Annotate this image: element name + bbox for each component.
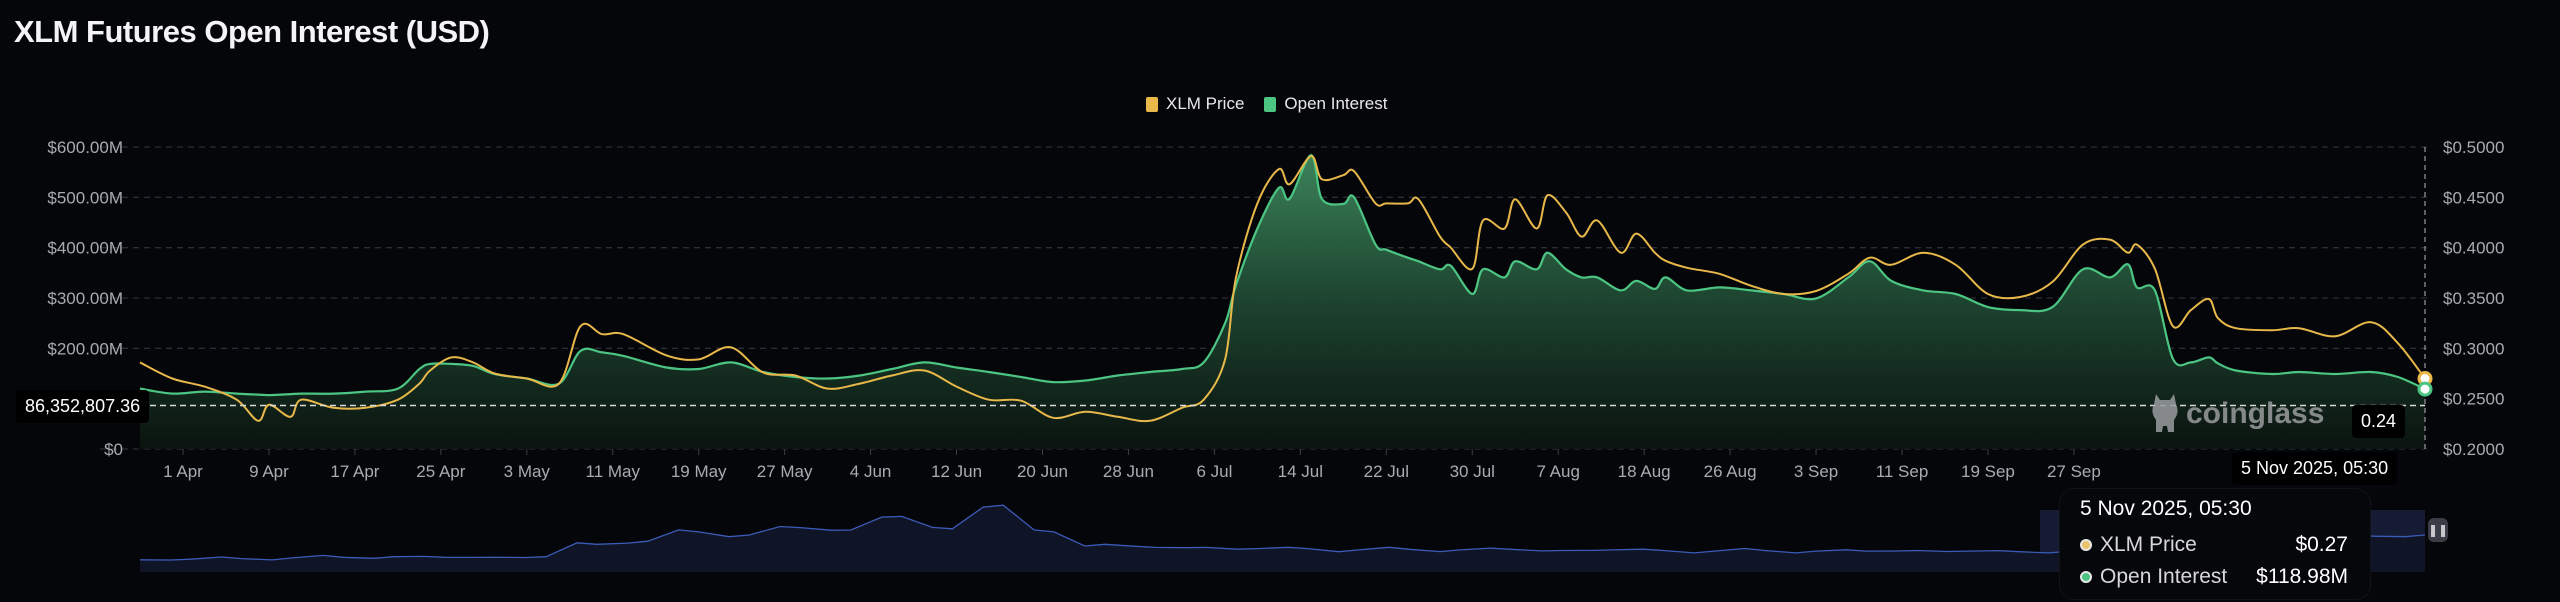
x-axis-tick-label: 9 Apr <box>249 462 289 481</box>
legend-item-xlm-price[interactable]: XLM Price <box>1146 94 1244 114</box>
tooltip-value: $118.98M <box>2256 565 2348 588</box>
legend-label: Open Interest <box>1284 94 1388 113</box>
x-axis-tick-label: 6 Jul <box>1196 462 1232 481</box>
legend-swatch-open-interest <box>1264 96 1277 112</box>
x-axis: 1 Apr 9 Apr 17 Apr 25 Apr 3 May 11 May 19 May 2… <box>163 449 2101 481</box>
navigator-area <box>140 505 2425 572</box>
x-axis-tick-label: 22 Jul <box>1364 462 1409 481</box>
x-axis-tick-label: 27 Sep <box>2047 462 2101 481</box>
right-axis-tick-label: $0.2500 <box>2443 390 2504 409</box>
tooltip-value: $0.27 <box>2295 533 2348 556</box>
right-axis-tick-label: $0.3000 <box>2443 339 2504 358</box>
right-axis-tick-label: $0.2000 <box>2443 440 2504 459</box>
legend: XLM Price Open Interest <box>1146 94 1387 114</box>
left-axis-tick-label: $200.00M <box>47 339 123 358</box>
x-axis-tick-label: 20 Jun <box>1017 462 1068 481</box>
legend-label: XLM Price <box>1166 94 1245 113</box>
crosshair-right-value: 0.24 <box>2352 405 2406 438</box>
crosshair-left-value: 86,352,807.36 <box>16 390 150 423</box>
left-axis-tick-label: $0 <box>104 440 123 459</box>
open-interest-dot-icon <box>2080 571 2092 583</box>
left-axis-tick-label: $300.00M <box>47 289 123 308</box>
xlm-price-dot-icon <box>2080 539 2092 551</box>
navigator-line <box>139 504 2426 561</box>
x-axis-tick-label: 14 Jul <box>1278 462 1323 481</box>
right-axis-tick-label: $0.4500 <box>2443 188 2504 207</box>
x-axis-tick-label: 17 Apr <box>330 462 379 481</box>
right-axis: $0.2000 $0.2500 $0.3000 $0.3500 $0.4000 $0.45… <box>2443 138 2504 459</box>
x-axis-tick-label: 1 Apr <box>163 462 203 481</box>
x-axis-tick-label: 7 Aug <box>1536 462 1580 481</box>
chart-title: XLM Futures Open Interest (USD) <box>14 14 490 49</box>
tooltip-date: 5 Nov 2025, 05:30 <box>2080 497 2252 520</box>
legend-item-open-interest[interactable]: Open Interest <box>1264 94 1387 114</box>
left-axis: $0 $200.00M $300.00M $400.00M $500.00M $600.0… <box>47 138 123 459</box>
x-axis-tick-label: 11 Sep <box>1876 462 1929 481</box>
pause-icon[interactable]: ❚❚ <box>2428 518 2448 542</box>
crosshair <box>100 147 2433 449</box>
x-axis-tick-label: 28 Jun <box>1103 462 1154 481</box>
tooltip-label: Open Interest <box>2100 565 2228 588</box>
tooltip: 5 Nov 2025, 05:30 XLM Price $0.27 Open I… <box>2060 489 2370 599</box>
x-axis-tick-label: 4 Jun <box>850 462 892 481</box>
x-axis-tick-label: 18 Aug <box>1618 462 1671 481</box>
x-axis-tick-label: 27 May <box>757 462 813 481</box>
open-interest-hover-marker <box>2417 381 2433 397</box>
left-axis-tick-label: $600.00M <box>47 138 123 157</box>
right-axis-tick-label: $0.4000 <box>2443 239 2504 258</box>
x-axis-tick-label: 25 Apr <box>416 462 465 481</box>
watermark: coinglass <box>2150 392 2324 436</box>
series-layer <box>139 153 2426 449</box>
tooltip-row-xlm-price: XLM Price $0.27 <box>2080 533 2348 557</box>
open-interest-area <box>140 155 2426 449</box>
x-axis-tick-label: 12 Jun <box>931 462 982 481</box>
left-axis-tick-label: $500.00M <box>47 188 123 207</box>
x-axis-tick-label: 26 Aug <box>1704 462 1757 481</box>
x-axis-tick-label: 30 Jul <box>1450 462 1495 481</box>
tooltip-row-open-interest: Open Interest $118.98M <box>2080 565 2348 589</box>
x-axis-tick-label: 11 May <box>586 462 641 481</box>
x-axis-tick-label: 3 Sep <box>1794 462 1838 481</box>
crosshair-date-label: 5 Nov 2025, 05:30 <box>2232 452 2398 485</box>
legend-swatch-xlm-price <box>1146 96 1158 112</box>
left-axis-tick-label: $400.00M <box>47 239 123 258</box>
tooltip-label: XLM Price <box>2100 533 2197 556</box>
x-axis-tick-label: 19 Sep <box>1961 462 2015 481</box>
x-axis-tick-label: 3 May <box>504 462 551 481</box>
right-axis-tick-label: $0.3500 <box>2443 289 2504 308</box>
coinglass-logo-icon <box>2152 394 2178 432</box>
right-axis-tick-label: $0.5000 <box>2443 138 2504 157</box>
xlm-price-line <box>139 155 2426 423</box>
watermark-text: coinglass <box>2186 397 2325 430</box>
x-axis-tick-label: 19 May <box>671 462 727 481</box>
